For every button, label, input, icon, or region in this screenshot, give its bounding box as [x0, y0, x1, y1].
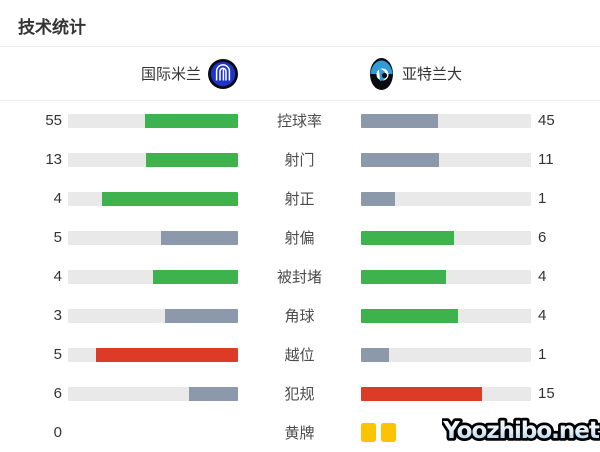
- away-bar-fill: [361, 308, 459, 323]
- inter-milan-crest-icon: [208, 58, 238, 89]
- stat-label: 射正: [284, 191, 315, 208]
- away-bar-fill: [361, 152, 439, 167]
- away-bar: [361, 152, 531, 167]
- home-value: 3: [53, 307, 62, 324]
- away-value: 45: [538, 112, 555, 129]
- away-bar-fill: [361, 191, 395, 206]
- divider: [0, 46, 600, 47]
- yellow-card-icon: [361, 423, 376, 442]
- away-bar: [361, 308, 531, 323]
- home-bar-fill: [145, 152, 238, 167]
- stat-label: 被封堵: [276, 269, 322, 286]
- home-bar: [68, 113, 238, 128]
- away-bar-fill: [361, 347, 390, 362]
- stat-row: 5 射偏 6: [0, 218, 600, 257]
- away-bar-fill: [361, 113, 438, 128]
- away-value: 11: [538, 151, 554, 168]
- away-bar-fill: [361, 386, 483, 401]
- home-bar-fill: [153, 269, 238, 284]
- away-value: 4: [538, 268, 547, 285]
- home-value: 4: [53, 268, 62, 285]
- away-bar: [361, 386, 531, 401]
- away-bar-fill: [361, 230, 454, 245]
- stat-label: 越位: [284, 347, 315, 364]
- watermark-text: Yoozhibo.net: [442, 418, 600, 444]
- divider: [0, 100, 600, 101]
- home-value: 6: [53, 385, 62, 402]
- page-title: 技术统计: [18, 18, 86, 37]
- home-bar-fill: [144, 113, 238, 128]
- teams-header: 国际米兰: [0, 47, 600, 100]
- home-bar: [68, 191, 238, 206]
- stat-label: 角球: [284, 308, 315, 325]
- home-bar-fill: [96, 347, 238, 362]
- stat-row: 55 控球率 45: [0, 101, 600, 140]
- home-value: 5: [53, 346, 62, 363]
- home-bar: [68, 308, 238, 323]
- away-bar: [361, 269, 531, 284]
- stat-row: 4 射正 1: [0, 179, 600, 218]
- home-bar: [68, 347, 238, 362]
- away-value: 4: [538, 307, 547, 324]
- stat-row: 3 角球 4: [0, 296, 600, 335]
- stat-label: 射门: [284, 152, 315, 169]
- home-value: 13: [45, 151, 62, 168]
- stat-row: 4 被封堵 4: [0, 257, 600, 296]
- home-bar-fill: [160, 230, 238, 245]
- home-bar: [68, 386, 238, 401]
- away-value: 1: [538, 346, 547, 363]
- home-value: 5: [53, 229, 62, 246]
- stat-label: 射偏: [284, 230, 315, 247]
- stat-label: 黄牌: [284, 425, 315, 442]
- away-bar: [361, 347, 531, 362]
- stat-row: 5 越位 1: [0, 335, 600, 374]
- away-team: 亚特兰大: [300, 57, 600, 90]
- stat-row: 13 射门 11: [0, 140, 600, 179]
- yellow-card-icon: [381, 423, 396, 442]
- stats-list: 55 控球率 45 13 射门 11 4 射正 1 5 射偏 6 4 被封堵 4 3 角球 4 5 越位 1 6 犯规 15 0…: [0, 101, 600, 452]
- away-bar-fill: [361, 269, 446, 284]
- home-team-name: 国际米兰: [140, 66, 201, 83]
- home-value: 55: [45, 112, 62, 129]
- home-bar-fill: [102, 191, 238, 206]
- away-value: 1: [538, 190, 547, 207]
- stat-label: 控球率: [276, 113, 322, 130]
- home-value: 0: [53, 424, 62, 441]
- watermark: Yoozhibo.net: [439, 411, 600, 452]
- home-bar: [68, 152, 238, 167]
- home-bar-fill: [165, 308, 238, 323]
- home-value: 4: [53, 190, 62, 207]
- home-bar: [68, 269, 238, 284]
- away-bar: [361, 113, 531, 128]
- stat-row: 6 犯规 15: [0, 374, 600, 413]
- away-value: 6: [538, 229, 547, 246]
- home-team: 国际米兰: [0, 58, 300, 89]
- stat-label: 犯规: [284, 386, 315, 403]
- away-value: 15: [538, 385, 555, 402]
- away-team-name: 亚特兰大: [402, 66, 463, 83]
- stat-row: 0 黄牌: [0, 413, 600, 452]
- home-bar: [68, 230, 238, 245]
- away-bar: [361, 191, 531, 206]
- away-bar: [361, 230, 531, 245]
- away-yellow-cards: [361, 423, 531, 442]
- home-bar-fill: [189, 386, 238, 401]
- atalanta-crest-icon: [370, 57, 393, 90]
